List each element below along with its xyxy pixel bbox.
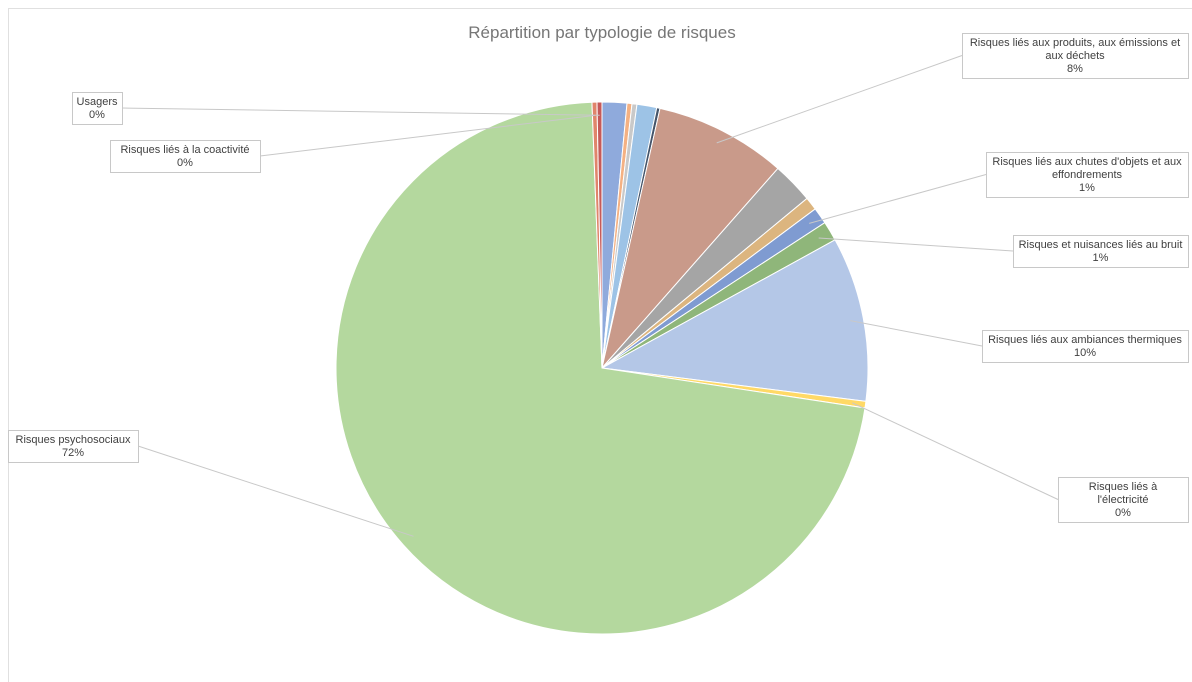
leader-line <box>137 445 414 537</box>
label-line: Risques liés aux chutes d'objets et aux <box>992 156 1182 168</box>
category-label: Risques liés aux ambiances thermiques <box>988 334 1182 346</box>
label-line: Risques liés à <box>1089 481 1158 493</box>
pie-slice <box>596 101 603 369</box>
leader-line <box>121 107 600 116</box>
data-label: Risques liés aux produits, aux émissions… <box>962 33 1189 79</box>
label-line: l'électricité <box>1097 494 1148 506</box>
label-box <box>8 430 139 463</box>
value-label: 10% <box>1074 347 1096 359</box>
leader-line <box>852 402 1059 500</box>
leader-line <box>809 174 987 224</box>
label-box <box>1058 477 1189 523</box>
label-line: Risques liés aux produits, aux émissions… <box>970 37 1180 49</box>
label-line: Usagers <box>77 96 118 108</box>
category-label: Usagers <box>77 96 118 108</box>
value-label: 72% <box>62 447 84 459</box>
label-box <box>962 33 1189 79</box>
leader-lines <box>121 55 1059 537</box>
value-label: 1% <box>1093 252 1109 264</box>
value-label: 0% <box>89 109 105 121</box>
leader-line <box>818 237 1014 252</box>
category-label: Risques liés aux produits, aux émissions… <box>970 37 1180 62</box>
category-label: Risques liés aux chutes d'objets et aux e… <box>992 156 1182 181</box>
label-box <box>986 152 1189 198</box>
chart-frame <box>8 8 1192 682</box>
pie-slice <box>600 239 869 402</box>
label-line: Risques liés à la coactivité <box>120 144 249 156</box>
leader-line <box>850 320 983 347</box>
label-box <box>982 330 1189 363</box>
label-box <box>1013 235 1189 268</box>
category-label: Risques liés à l'électricité <box>1089 481 1158 506</box>
label-line: effondrements <box>1052 169 1123 181</box>
value-label: 1% <box>1079 182 1095 194</box>
pie-slice <box>601 107 779 369</box>
label-line: Risques psychosociaux <box>16 434 131 446</box>
label-line: aux déchets <box>1045 50 1105 62</box>
pie-slice <box>335 101 866 635</box>
label-line: Risques et nuisances liés au bruit <box>1019 239 1183 251</box>
category-label: Risques liés à la coactivité <box>120 144 249 156</box>
leader-line <box>716 55 963 144</box>
chart-title: Répartition par typologie de risques <box>468 23 735 42</box>
category-label: Risques et nuisances liés au bruit <box>1019 239 1183 251</box>
data-label: Risques liés aux chutes d'objets et aux e… <box>986 152 1189 198</box>
leader-line <box>259 114 595 157</box>
category-label: Risques psychosociaux <box>16 434 131 446</box>
value-label: 0% <box>177 157 193 169</box>
label-box <box>110 140 261 173</box>
label-line: Risques liés aux ambiances thermiques <box>988 334 1182 346</box>
value-label: 0% <box>1115 507 1131 519</box>
value-label: 8% <box>1067 63 1083 75</box>
label-box <box>72 92 123 125</box>
